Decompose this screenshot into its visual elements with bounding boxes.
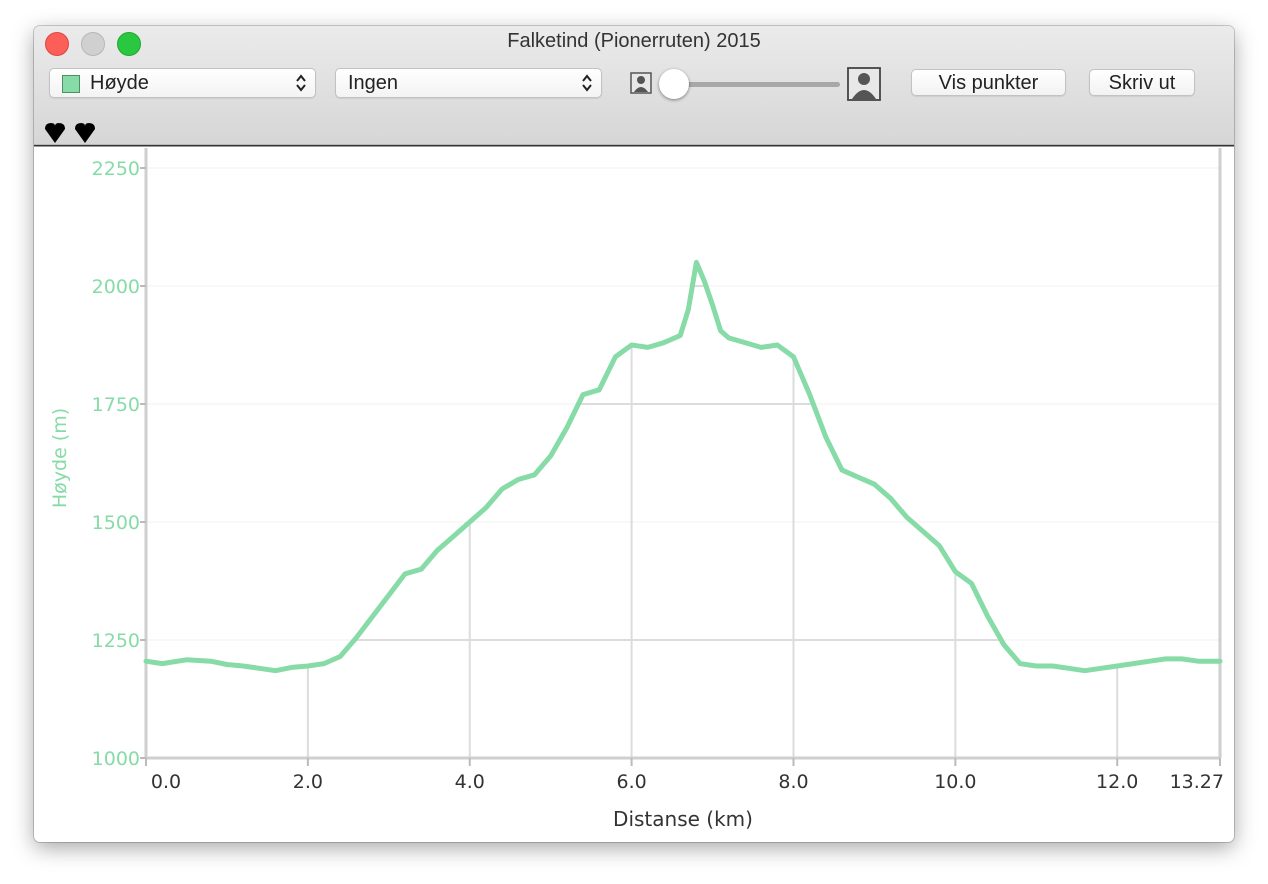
y-axis-label: Høyde (m)	[49, 408, 71, 508]
updown-chevron-icon	[296, 74, 306, 92]
x-tick-label: 4.0	[455, 771, 485, 793]
metric-popup-label: Høyde	[90, 72, 149, 94]
x-axis-label: Distanse (km)	[613, 807, 753, 831]
metric-color-swatch	[62, 75, 80, 93]
compare-popup-label: Ingen	[348, 72, 399, 94]
y-tick-label: 1000	[92, 748, 140, 770]
y-tick-label: 2250	[92, 158, 140, 180]
x-tick-label: 0.0	[151, 771, 181, 793]
y-tick-label: 2000	[92, 276, 140, 298]
print-button[interactable]: Skriv ut	[1089, 69, 1195, 96]
show-points-button[interactable]: Vis punkter	[911, 69, 1066, 96]
x-tick-label: 13.27	[1170, 771, 1224, 793]
x-tick-label: 10.0	[934, 771, 976, 793]
x-tick-label: 8.0	[778, 771, 808, 793]
marker-bar	[34, 118, 1234, 144]
updown-chevron-icon	[582, 74, 592, 92]
close-window-button[interactable]	[45, 32, 69, 56]
x-tick-label: 2.0	[293, 771, 323, 793]
small-person-icon[interactable]	[630, 72, 652, 94]
zoom-window-button[interactable]	[117, 32, 141, 56]
x-tick-label: 12.0	[1096, 771, 1138, 793]
large-person-icon[interactable]	[847, 67, 881, 101]
title-toolbar: Falketind (Pionerruten) 2015 Høyde Ingen	[34, 26, 1234, 145]
zoom-slider-thumb[interactable]	[659, 69, 689, 99]
elevation-line	[143, 259, 1223, 674]
y-tick-label: 1750	[92, 394, 140, 416]
elevation-chart[interactable]: 0.0 2.0 4.0 6.0 8.0 10.0 12.0 13.27 1000 1250 1500…	[34, 144, 1234, 842]
marker-pin-icon[interactable]	[73, 122, 97, 144]
chart-window: Falketind (Pionerruten) 2015 Høyde Ingen	[34, 26, 1234, 842]
y-tick-label: 1250	[92, 630, 140, 652]
y-tick-label: 1500	[92, 512, 140, 534]
window-title: Falketind (Pionerruten) 2015	[507, 30, 761, 52]
plot-area: 0.0 2.0 4.0 6.0 8.0 10.0 12.0 13.27 1000 1250 1500…	[34, 144, 1234, 842]
x-tick-label: 6.0	[616, 771, 646, 793]
compare-popup[interactable]: Ingen	[335, 68, 602, 98]
minimize-window-button[interactable]	[81, 32, 105, 56]
marker-pin-icon[interactable]	[43, 122, 67, 144]
zoom-slider-track[interactable]	[674, 82, 840, 87]
metric-popup[interactable]: Høyde	[49, 68, 316, 98]
